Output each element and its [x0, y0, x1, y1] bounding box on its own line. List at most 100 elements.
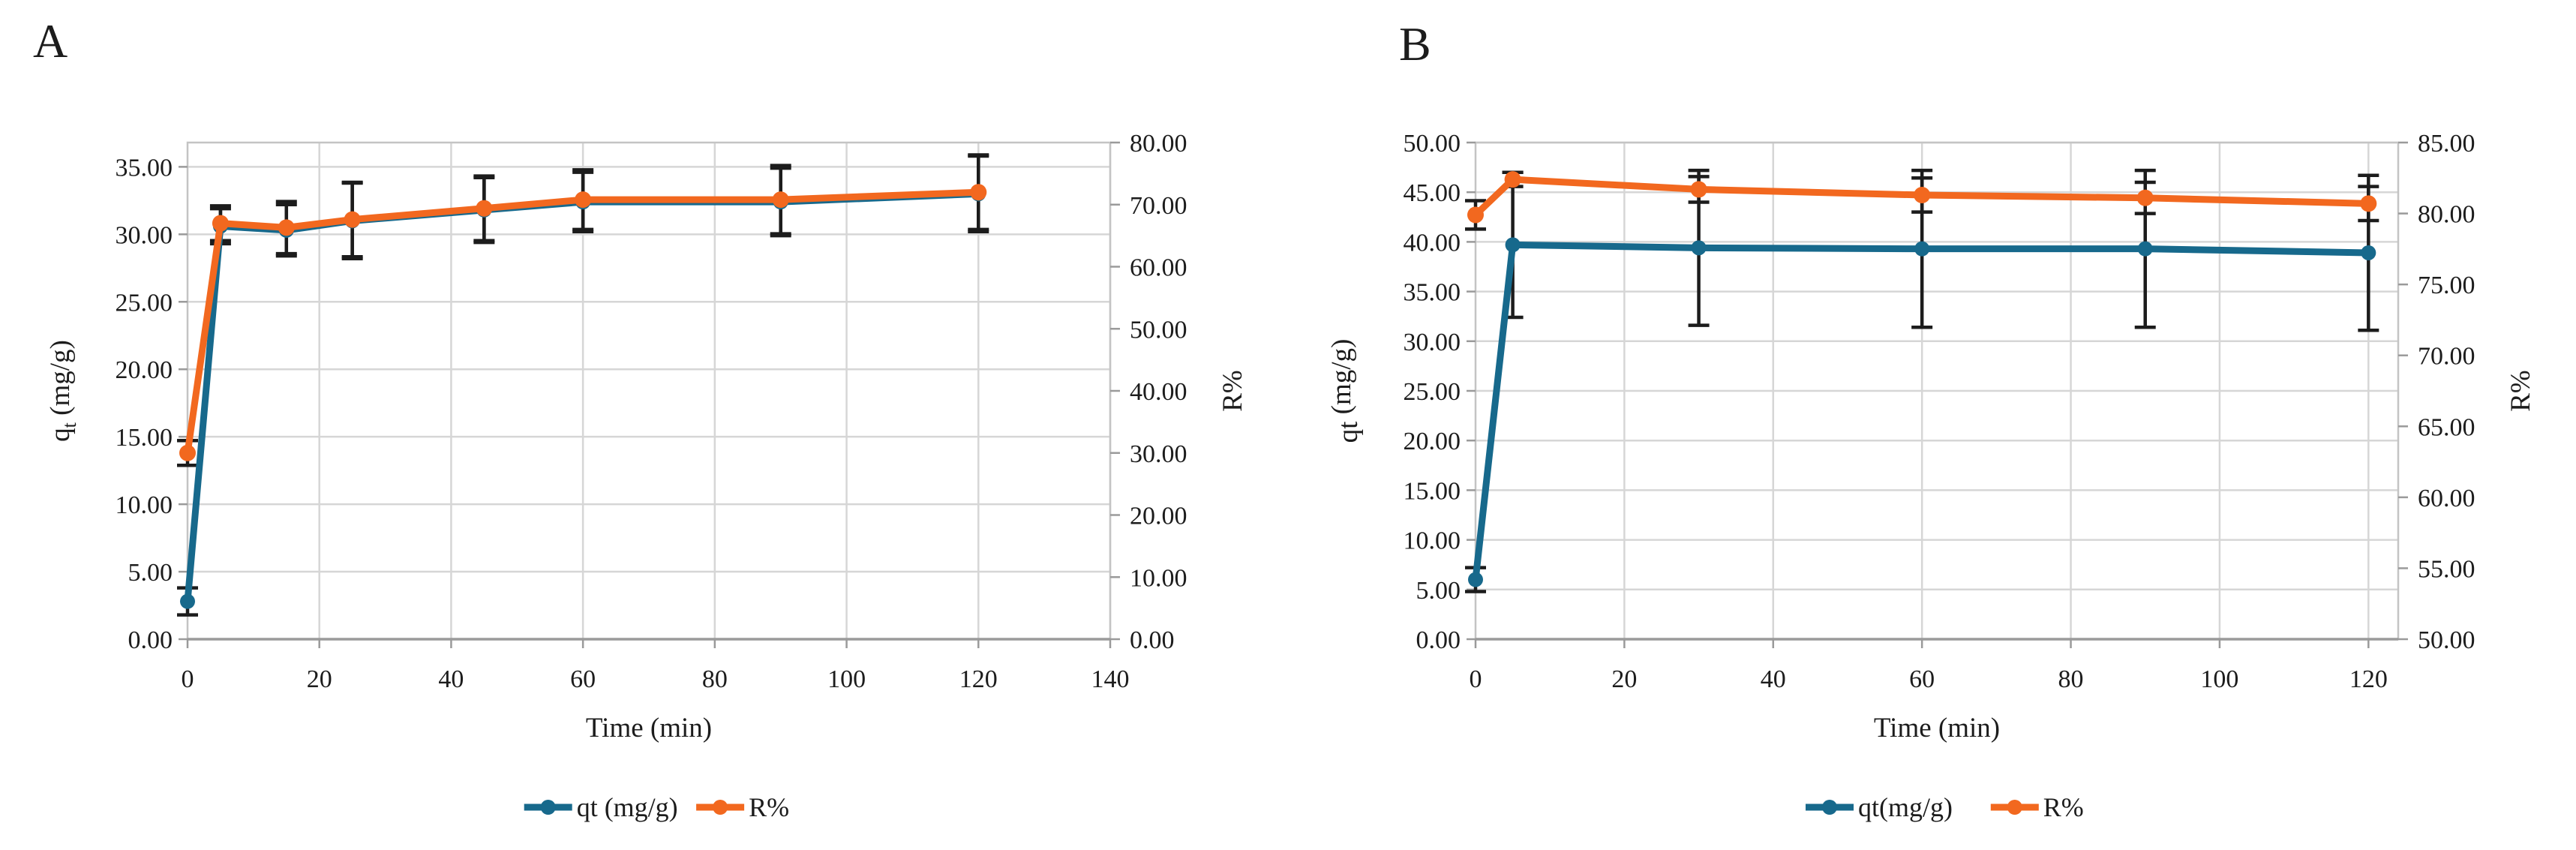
- gridlines: [1476, 141, 2398, 641]
- left-axis-title: qt (mg/g): [45, 340, 80, 442]
- left-axis-title-pre: q: [45, 428, 76, 442]
- legend-marker-icon: [540, 800, 556, 815]
- legend: qt(mg/g) R%: [1806, 792, 2084, 822]
- legend-label: R%: [2043, 792, 2084, 822]
- right-axis-tick-label: 10.00: [1130, 564, 1187, 592]
- right-axis-tick-label: 0.00: [1130, 626, 1175, 654]
- right-axis-tick-label: 75.00: [2418, 272, 2475, 299]
- left-axis-title-post: (mg/g): [45, 340, 76, 422]
- data-point-marker: [179, 444, 196, 461]
- right-axis-tick-label: 50.00: [2418, 626, 2475, 654]
- left-axis-title-pre: qt: [1333, 421, 1364, 443]
- right-axis-tick-label: 70.00: [1130, 192, 1187, 220]
- right-axis-tick-label: 30.00: [1130, 440, 1187, 468]
- right-axis-tick-label: 70.00: [2418, 343, 2475, 371]
- left-axis-title-post: (mg/g): [1326, 339, 1357, 422]
- x-axis-tick-label: 80: [2058, 665, 2084, 693]
- x-axis-tick-label: 140: [1091, 665, 1130, 693]
- legend-label: qt(mg/g): [1858, 792, 1953, 822]
- left-axis-tick-label: 5.00: [128, 559, 173, 587]
- data-point-marker: [1467, 206, 1484, 224]
- data-point-marker: [970, 184, 987, 201]
- left-axis-tick-label: 30.00: [116, 221, 173, 249]
- series-r-percent: [179, 184, 987, 461]
- panel-b: 0.00 5.00 10.00 15.00 20.00 25.00 30.00 35.00 40…: [1288, 0, 2576, 850]
- right-axis-tick-label: 40.00: [1130, 378, 1187, 406]
- data-point-marker: [1468, 572, 1483, 587]
- data-point-marker: [212, 215, 229, 232]
- x-axis-title: Time (min): [1874, 713, 2000, 743]
- series-line: [1472, 176, 2372, 218]
- panel-letter: B: [1399, 17, 1431, 71]
- legend: qt (mg/g) R%: [524, 792, 789, 822]
- left-axis-tick-label: 35.00: [1404, 279, 1461, 307]
- left-axis-tick-label: 25.00: [116, 289, 173, 317]
- series-line: [1472, 241, 2372, 584]
- left-axis-tick-label: 0.00: [1416, 626, 1461, 654]
- series-line: [184, 188, 982, 457]
- data-point-marker: [180, 593, 195, 609]
- panel-a: 0.00 5.00 10.00 15.00 20.00 25.00 30.00 35.00 0.…: [33, 14, 1248, 822]
- plot-border: [186, 141, 1112, 641]
- x-axis-tick-label: 40: [1761, 665, 1786, 693]
- x-axis-tick-label: 60: [570, 665, 596, 693]
- legend-marker-icon: [713, 800, 728, 815]
- left-axis-title-sub: t: [59, 422, 80, 428]
- axis-tick-marks: [179, 141, 1120, 648]
- data-point-marker: [2137, 241, 2153, 257]
- left-axis-tick-label: 20.00: [1404, 428, 1461, 455]
- data-point-marker: [476, 200, 493, 217]
- x-axis-tick-label: 20: [1611, 665, 1637, 693]
- x-axis-tick-label: 20: [307, 665, 332, 693]
- legend-item-r-percent: R%: [1990, 792, 2084, 822]
- data-point-marker: [1505, 237, 1521, 253]
- gridlines: [188, 143, 1112, 641]
- chart-b: 0.00 5.00 10.00 15.00 20.00 25.00 30.00 35.00 40…: [1326, 17, 2536, 822]
- x-axis-tick-label: 80: [702, 665, 728, 693]
- axis-tick-labels: 0.00 5.00 10.00 15.00 20.00 25.00 30.00 35.00 40…: [1404, 130, 2475, 693]
- axis-tick-marks: [1467, 141, 2408, 648]
- x-axis-tick-label: 120: [2349, 665, 2388, 693]
- x-axis-tick-label: 0: [182, 665, 194, 693]
- data-point-marker: [1691, 240, 1707, 256]
- x-axis-tick-label: 100: [2200, 665, 2238, 693]
- data-point-marker: [2136, 189, 2154, 206]
- chart-a: 0.00 5.00 10.00 15.00 20.00 25.00 30.00 35.00 0.…: [33, 14, 1248, 822]
- x-axis-tick-label: 60: [1909, 665, 1935, 693]
- left-axis-tick-label: 15.00: [116, 424, 173, 452]
- legend-marker-icon: [1822, 800, 1837, 815]
- panel-letter: A: [33, 14, 68, 68]
- x-axis-tick-label: 100: [827, 665, 866, 693]
- left-axis-tick-label: 40.00: [1404, 229, 1461, 257]
- data-point-marker: [1914, 241, 1930, 257]
- left-axis-tick-label: 35.00: [116, 154, 173, 182]
- data-point-marker: [1504, 171, 1521, 188]
- legend-item-r-percent: R%: [696, 792, 789, 822]
- right-axis-tick-label: 60.00: [1130, 254, 1187, 282]
- left-axis-title: qt (mg/g): [1326, 339, 1364, 443]
- axis-tick-labels: 0.00 5.00 10.00 15.00 20.00 25.00 30.00 35.00 0.…: [116, 130, 1187, 693]
- right-axis-tick-label: 80.00: [1130, 130, 1187, 158]
- right-axis-tick-label: 60.00: [2418, 485, 2475, 512]
- data-point-marker: [772, 191, 789, 209]
- right-axis-title: R%: [2505, 370, 2536, 412]
- right-axis-tick-label: 20.00: [1130, 503, 1187, 530]
- x-axis-tick-label: 0: [1470, 665, 1482, 693]
- x-axis-title: Time (min): [586, 713, 712, 743]
- legend-item-qt: qt(mg/g): [1806, 792, 1953, 822]
- data-point-marker: [278, 219, 295, 236]
- x-axis-tick-label: 40: [438, 665, 464, 693]
- series-qt: [1468, 237, 2376, 587]
- right-axis-tick-label: 85.00: [2418, 130, 2475, 158]
- legend-label: R%: [749, 792, 789, 822]
- right-axis-title: R%: [1217, 370, 1248, 412]
- x-axis-tick-label: 120: [959, 665, 998, 693]
- right-axis-tick-label: 65.00: [2418, 413, 2475, 441]
- left-axis-tick-label: 0.00: [128, 626, 173, 654]
- data-point-marker: [1690, 181, 1707, 198]
- legend-marker-icon: [2007, 800, 2022, 815]
- right-axis-tick-label: 80.00: [2418, 201, 2475, 229]
- data-point-marker: [2361, 245, 2376, 260]
- data-point-marker: [344, 211, 361, 228]
